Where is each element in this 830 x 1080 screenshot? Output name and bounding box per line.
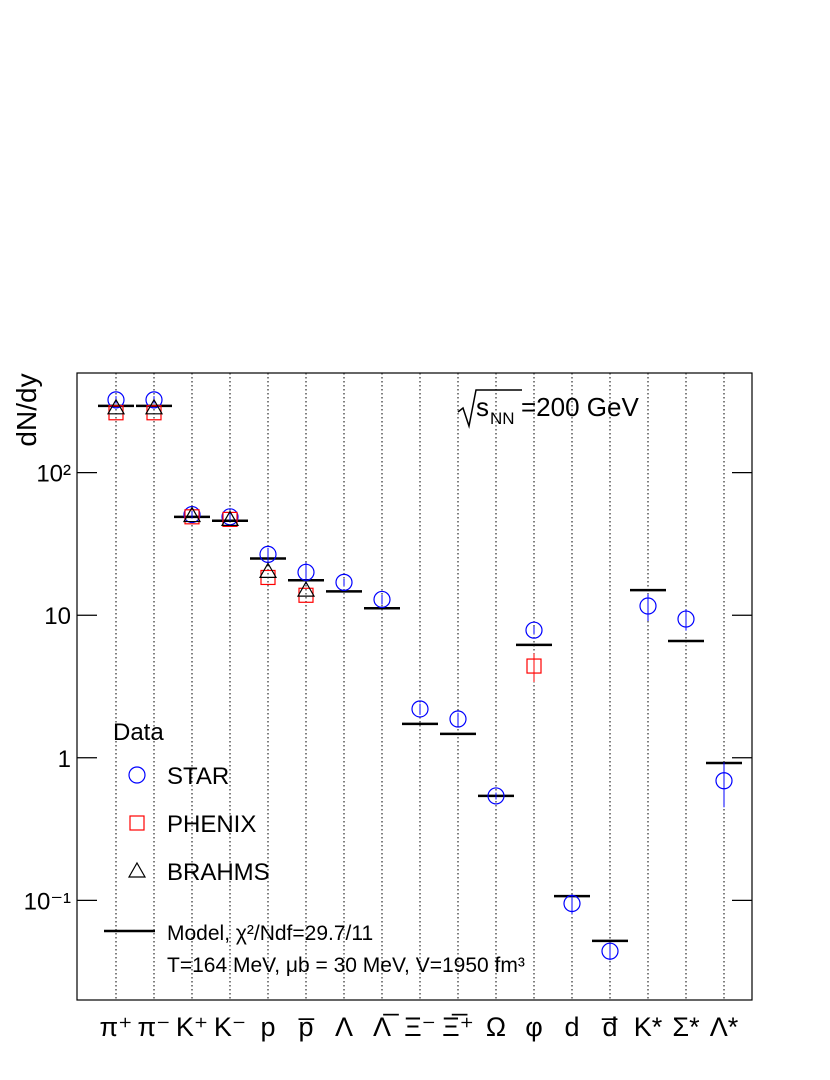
x-tick-label: p̅ bbox=[298, 1012, 314, 1042]
data-point bbox=[144, 398, 164, 415]
data-point bbox=[296, 580, 316, 597]
x-tick-label: d̅ bbox=[602, 1012, 618, 1042]
data-point bbox=[258, 562, 278, 578]
data-point bbox=[487, 787, 505, 805]
annotation-text: =200 GeV bbox=[521, 392, 639, 422]
data-point bbox=[601, 942, 619, 960]
x-tick-label: K⁻ bbox=[214, 1012, 246, 1042]
data-point bbox=[182, 506, 202, 523]
data-point bbox=[184, 509, 200, 525]
x-tick-label: Σ* bbox=[672, 1012, 700, 1042]
data-point bbox=[335, 573, 353, 591]
x-tick-label: Λ* bbox=[710, 1012, 739, 1042]
plot-frame bbox=[76, 372, 753, 1001]
x-tick-label: K* bbox=[634, 1012, 663, 1042]
data-point bbox=[715, 772, 733, 790]
data-point bbox=[411, 700, 429, 718]
x-tick-label: Ω bbox=[486, 1012, 506, 1042]
y-axis-label: dN/dy bbox=[11, 373, 42, 446]
data-point bbox=[525, 621, 543, 639]
x-tick-label: Λ bbox=[335, 1012, 353, 1042]
data-point bbox=[220, 510, 240, 526]
x-tick-label: p bbox=[260, 1012, 275, 1042]
y-tick-label: 10² bbox=[36, 461, 71, 488]
x-tick-label: φ bbox=[525, 1012, 543, 1042]
data-point bbox=[106, 398, 126, 415]
sqrt-sign bbox=[457, 389, 522, 429]
x-tick-label: Ξ̅⁺ bbox=[442, 1012, 474, 1042]
data-point bbox=[639, 597, 657, 615]
legend-swatch bbox=[129, 815, 145, 831]
x-tick-label: Ξ⁻ bbox=[404, 1012, 436, 1042]
y-tick-label: 1 bbox=[58, 746, 71, 773]
data-point bbox=[107, 391, 125, 409]
x-tick-label: π⁻ bbox=[138, 1012, 171, 1042]
data-point bbox=[449, 710, 467, 728]
y-tick-label: 10⁻¹ bbox=[24, 888, 71, 915]
data-point bbox=[677, 610, 695, 628]
data-point bbox=[373, 590, 391, 609]
annotation-subscript: NN bbox=[490, 409, 515, 428]
data-point bbox=[297, 563, 315, 581]
annotation-symbol: s bbox=[476, 392, 489, 422]
data-point bbox=[563, 894, 581, 913]
legend-label: Model, χ²/Ndf=29.7/11 bbox=[167, 922, 373, 945]
x-tick-label: Λ̅ bbox=[373, 1012, 399, 1042]
x-tick-label: d bbox=[564, 1012, 579, 1042]
legend-swatch bbox=[128, 766, 146, 784]
y-tick-label: 10 bbox=[44, 603, 71, 630]
legend-title: Data bbox=[113, 719, 164, 746]
data-point bbox=[145, 391, 163, 409]
data-point bbox=[526, 658, 542, 674]
legend-label: STAR bbox=[167, 763, 229, 790]
legend-label: BRAHMS bbox=[167, 859, 270, 886]
model-note: T=164 MeV, μb = 30 MeV, V=1950 fm³ bbox=[167, 954, 525, 977]
legend-swatch bbox=[127, 861, 147, 878]
x-tick-label: π⁺ bbox=[100, 1012, 133, 1042]
x-tick-label: K⁺ bbox=[176, 1012, 208, 1042]
legend-label: PHENIX bbox=[167, 811, 256, 838]
